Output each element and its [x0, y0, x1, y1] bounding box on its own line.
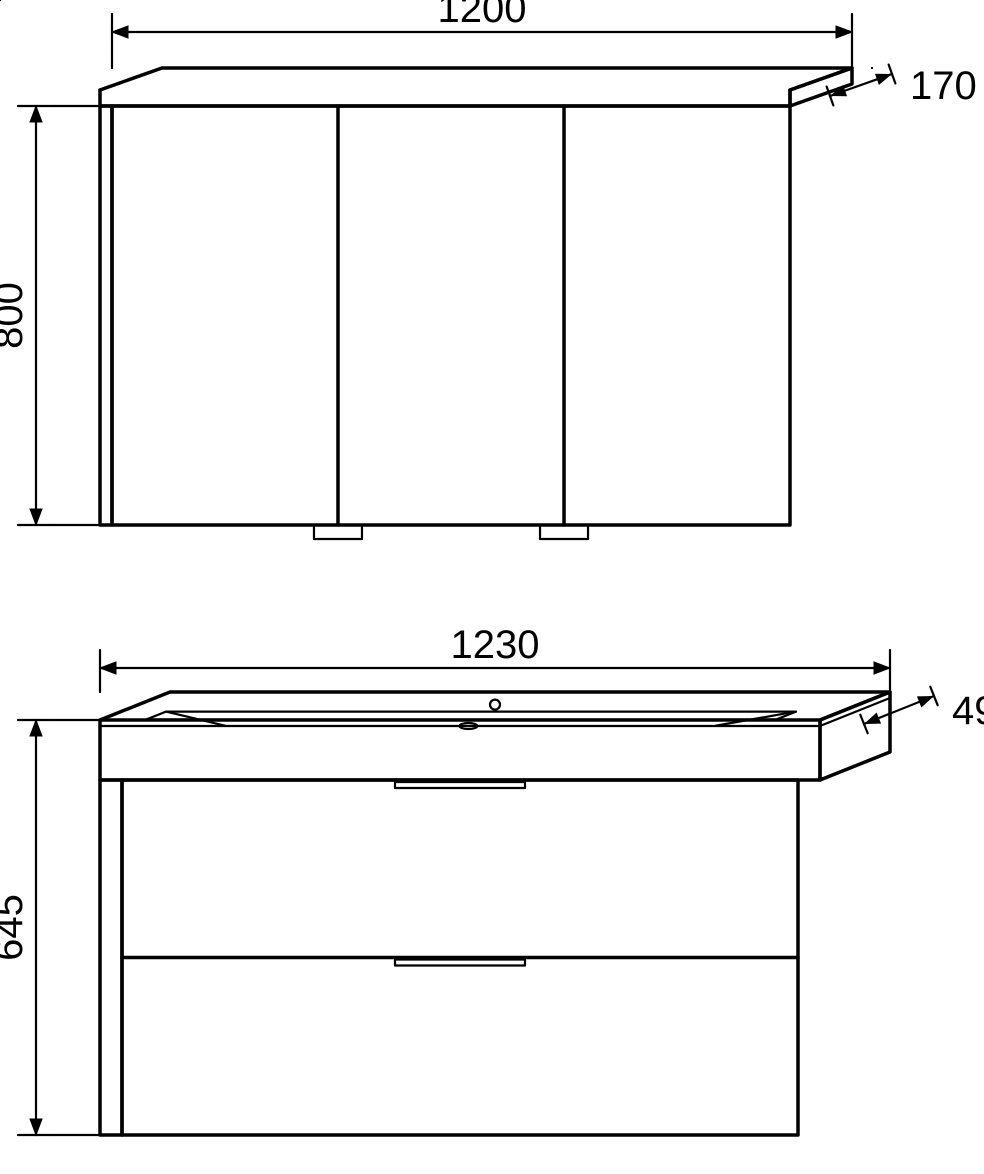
- dimension-label: 490: [952, 689, 984, 733]
- dimension-label: 1230: [451, 623, 540, 667]
- dimension-label: 645: [0, 894, 31, 961]
- dimension-label: 1200: [438, 0, 527, 31]
- dimension-label: 170: [910, 64, 977, 108]
- technical-drawing: 1200 800 170 1230 645 490: [0, 0, 984, 1174]
- dimension-label: 800: [0, 282, 31, 349]
